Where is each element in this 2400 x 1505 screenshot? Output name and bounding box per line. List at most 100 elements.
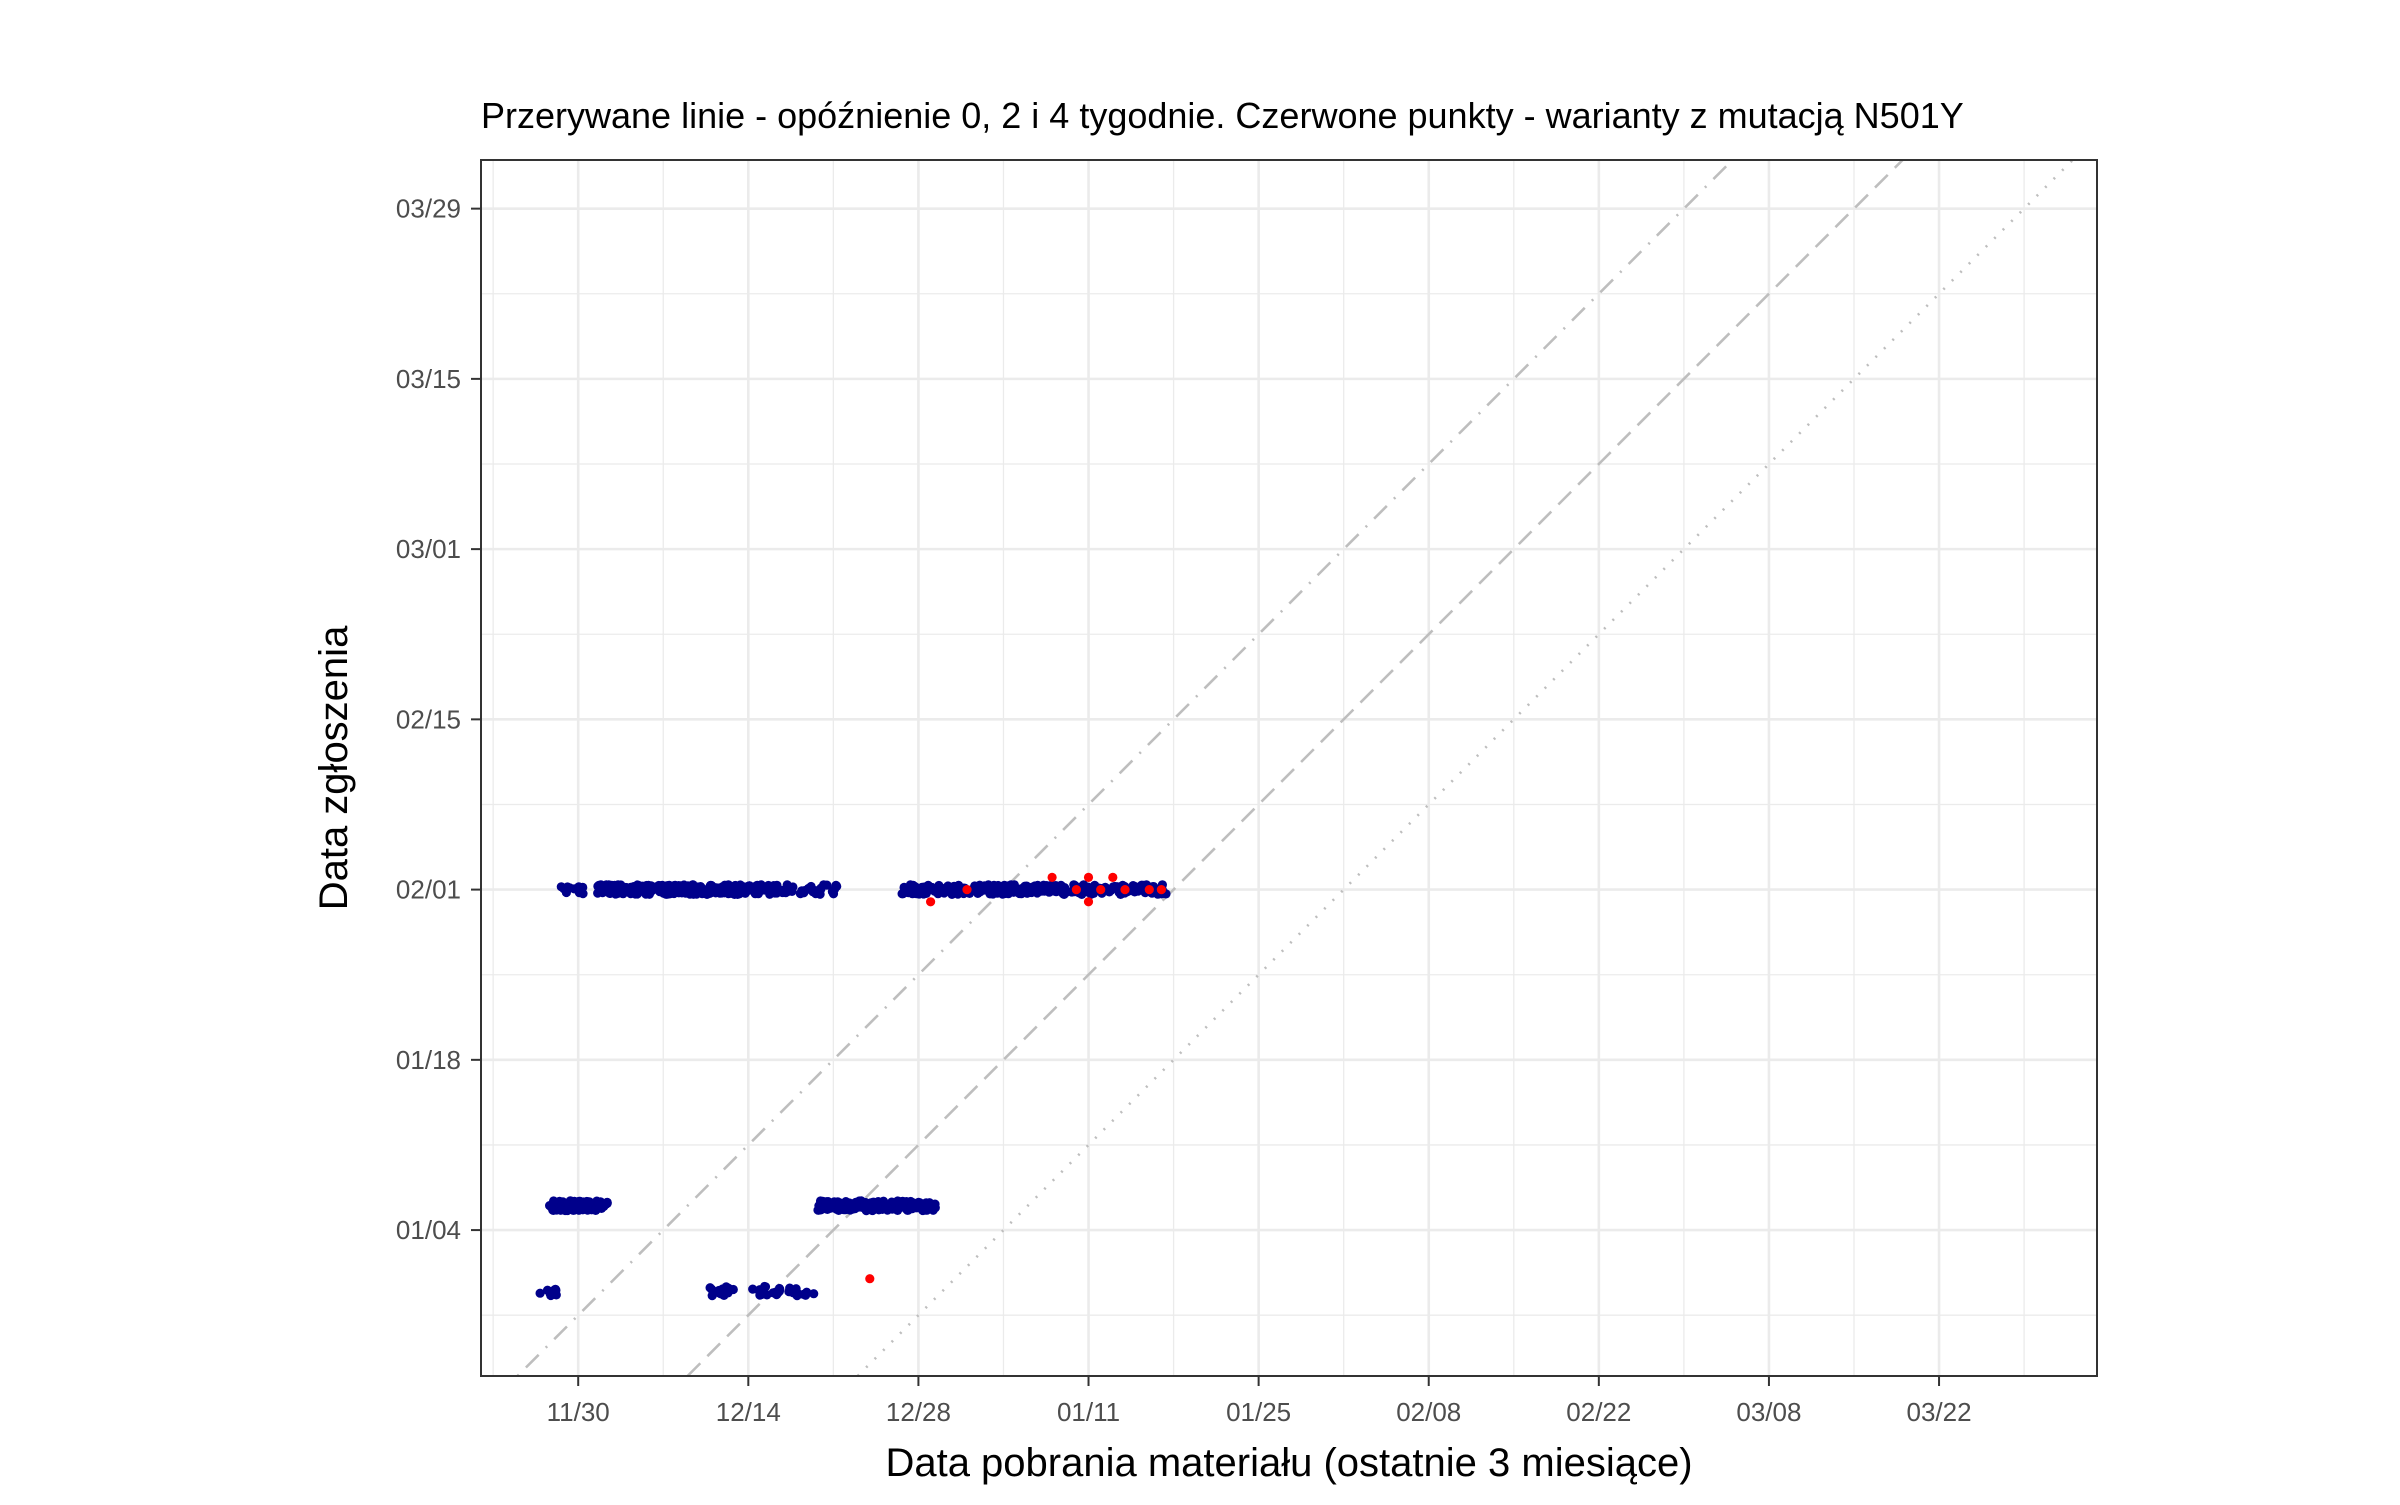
y-tick-label: 01/18 bbox=[396, 1045, 461, 1075]
data-point bbox=[1002, 881, 1013, 891]
y-axis-title: Data zgłoszenia bbox=[312, 625, 356, 910]
x-tick-label: 01/11 bbox=[1057, 1397, 1120, 1427]
data-point bbox=[535, 1288, 545, 1298]
data-point bbox=[822, 880, 832, 890]
data-point bbox=[986, 886, 996, 896]
data-point bbox=[542, 1285, 553, 1295]
data-point bbox=[1130, 887, 1140, 897]
data-point-n501y bbox=[926, 897, 936, 907]
data-point bbox=[1030, 881, 1040, 891]
y-tick-label: 02/15 bbox=[396, 704, 461, 734]
data-point bbox=[787, 886, 797, 897]
data-point bbox=[596, 1200, 606, 1210]
data-point bbox=[998, 889, 1008, 899]
data-point bbox=[720, 880, 730, 890]
x-tick-label: 03/22 bbox=[1907, 1397, 1972, 1427]
data-point bbox=[651, 883, 661, 894]
data-point bbox=[897, 889, 907, 899]
data-point-n501y bbox=[1144, 885, 1154, 895]
data-point bbox=[723, 1288, 733, 1298]
y-tick-label: 03/01 bbox=[396, 534, 461, 564]
panel-border bbox=[480, 159, 2098, 1377]
data-point bbox=[664, 880, 674, 891]
data-point bbox=[798, 1289, 809, 1299]
data-point bbox=[608, 881, 618, 891]
x-tick-label: 03/08 bbox=[1736, 1397, 1801, 1427]
data-point bbox=[665, 889, 675, 899]
data-point bbox=[908, 880, 918, 891]
data-point bbox=[846, 1200, 857, 1210]
data-point bbox=[831, 880, 841, 891]
data-point bbox=[1019, 886, 1029, 896]
x-tick-label: 12/28 bbox=[886, 1397, 951, 1427]
data-point bbox=[811, 886, 821, 896]
x-axis-title: Data pobrania materiału (ostatnie 3 mies… bbox=[885, 1441, 1692, 1485]
data-point bbox=[688, 889, 699, 899]
data-point bbox=[569, 1200, 579, 1210]
data-point bbox=[928, 1205, 938, 1215]
data-point-n501y bbox=[1083, 872, 1094, 883]
data-point bbox=[705, 1283, 715, 1293]
data-point bbox=[893, 1205, 903, 1215]
data-point bbox=[785, 1283, 795, 1293]
data-point bbox=[583, 1197, 593, 1207]
y-tick-label: 03/15 bbox=[396, 364, 461, 394]
data-point-n501y bbox=[1083, 897, 1094, 907]
data-point bbox=[774, 1286, 785, 1296]
x-tick-label: 01/25 bbox=[1226, 1397, 1291, 1427]
data-point bbox=[977, 883, 987, 894]
data-point bbox=[716, 1289, 726, 1299]
data-point bbox=[1037, 882, 1048, 892]
data-point bbox=[753, 889, 763, 899]
panel-background bbox=[481, 160, 2097, 1376]
data-point-n501y bbox=[962, 885, 972, 895]
data-point bbox=[860, 1201, 870, 1211]
data-point bbox=[673, 883, 683, 893]
data-point bbox=[688, 880, 698, 890]
data-point bbox=[924, 1198, 935, 1208]
chart-title: Przerywane linie - opóźnienie 0, 2 i 4 t… bbox=[481, 95, 1964, 136]
data-point bbox=[821, 1197, 831, 1207]
data-point bbox=[611, 889, 622, 899]
data-point bbox=[736, 887, 747, 897]
data-point bbox=[1085, 886, 1095, 896]
data-point-n501y bbox=[1071, 885, 1081, 895]
data-point bbox=[1110, 881, 1120, 892]
data-point bbox=[556, 1205, 566, 1215]
data-point bbox=[638, 886, 648, 896]
data-point-n501y bbox=[1120, 885, 1130, 895]
data-point bbox=[835, 1198, 845, 1208]
x-tick-label: 02/08 bbox=[1396, 1397, 1461, 1427]
data-point bbox=[898, 1196, 908, 1206]
y-tick-label: 03/29 bbox=[396, 194, 461, 224]
x-tick-label: 02/22 bbox=[1566, 1397, 1631, 1427]
reference-line-4-weeks bbox=[516, 159, 1734, 1377]
data-point bbox=[1049, 886, 1059, 896]
data-point bbox=[917, 884, 927, 894]
data-point-n501y bbox=[1047, 872, 1057, 883]
data-point bbox=[927, 885, 937, 895]
data-point bbox=[628, 888, 638, 898]
data-point-n501y bbox=[1108, 872, 1118, 883]
y-tick-label: 01/04 bbox=[396, 1215, 461, 1245]
data-point bbox=[809, 1289, 819, 1299]
data-point bbox=[813, 1205, 823, 1215]
reference-line-2-weeks bbox=[686, 159, 1904, 1377]
data-point bbox=[908, 1199, 918, 1209]
x-tick-label: 11/30 bbox=[547, 1397, 610, 1427]
data-point bbox=[949, 881, 959, 891]
data-point bbox=[883, 1203, 893, 1213]
data-point bbox=[595, 884, 605, 894]
data-point-n501y bbox=[1096, 885, 1106, 895]
data-point bbox=[795, 889, 806, 899]
data-point bbox=[680, 881, 690, 892]
data-point bbox=[707, 1291, 717, 1301]
data-point bbox=[867, 1205, 877, 1215]
data-point bbox=[562, 882, 573, 892]
data-point bbox=[576, 886, 586, 896]
data-point bbox=[709, 882, 719, 893]
data-point bbox=[562, 1205, 573, 1215]
data-point bbox=[549, 1196, 559, 1206]
data-point bbox=[1058, 884, 1068, 895]
